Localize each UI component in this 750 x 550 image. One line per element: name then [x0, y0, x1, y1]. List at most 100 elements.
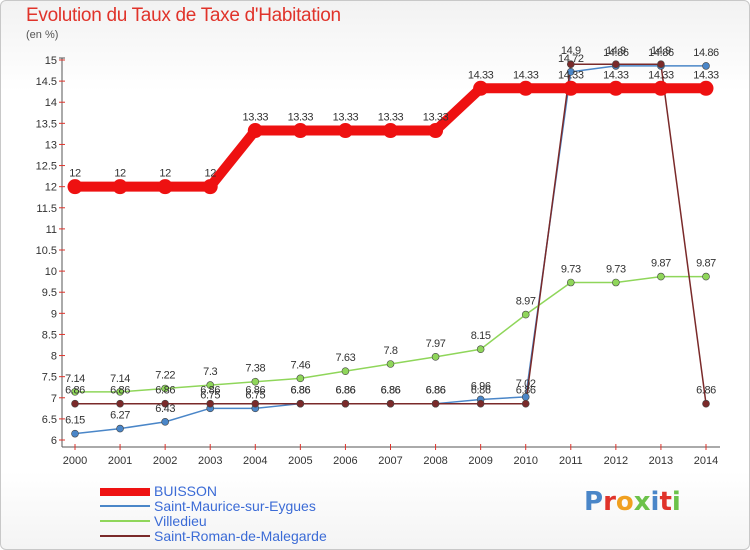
- data-point: [116, 399, 124, 408]
- data-label: 9.73: [561, 264, 581, 276]
- x-tick-label: 2010: [513, 455, 537, 467]
- data-point: [428, 123, 444, 139]
- data-point: [112, 179, 128, 195]
- data-label: 6.86: [290, 385, 310, 397]
- data-point: [702, 272, 710, 281]
- logo-letter: t: [659, 487, 672, 517]
- y-tick-label: 9: [51, 308, 57, 320]
- y-tick-label: 14: [45, 97, 57, 109]
- data-label: 13.33: [333, 112, 359, 124]
- legend-item-villedieu: Villedieu: [100, 514, 400, 529]
- y-tick-label: 10: [45, 266, 57, 278]
- x-tick-label: 2008: [423, 455, 447, 467]
- y-tick-label: 15: [45, 55, 57, 67]
- data-label: 7.97: [426, 338, 446, 350]
- x-tick-label: 2004: [243, 455, 267, 467]
- data-label: 9.87: [651, 258, 671, 270]
- y-tick-label: 12: [45, 182, 57, 194]
- data-label: 8.97: [516, 296, 536, 308]
- data-label: 13.33: [378, 112, 404, 124]
- data-label: 13.33: [288, 112, 314, 124]
- y-tick-label: 8.5: [42, 329, 57, 341]
- data-point: [473, 80, 489, 96]
- legend-item-buisson: BUISSON: [100, 484, 400, 499]
- data-label: 6.86: [426, 385, 446, 397]
- data-label: 7.22: [155, 369, 175, 381]
- y-tick-label: 7.5: [42, 372, 57, 384]
- data-label: 14.86: [693, 47, 719, 59]
- data-point: [431, 353, 440, 361]
- legend-label: Saint-Maurice-sur-Eygues: [154, 498, 316, 514]
- data-label: 6.86: [381, 385, 401, 397]
- data-point: [157, 179, 173, 195]
- data-label: 6.86: [65, 385, 85, 397]
- data-point: [702, 399, 710, 408]
- data-label: 9.73: [606, 264, 626, 276]
- data-point: [521, 310, 530, 319]
- data-label: 6.86: [516, 385, 536, 397]
- data-label: 6.75: [200, 389, 220, 401]
- data-point: [566, 60, 575, 69]
- data-point: [247, 123, 263, 139]
- data-point: [521, 399, 530, 408]
- data-point: [251, 399, 260, 408]
- x-tick-label: 2011: [559, 455, 583, 467]
- logo-letter: o: [615, 487, 634, 517]
- data-point: [431, 399, 440, 408]
- data-label: 14.86: [603, 47, 629, 59]
- data-label: 7.14: [110, 373, 130, 385]
- logo-letter: P: [584, 487, 604, 517]
- x-tick-label: 2002: [153, 455, 177, 467]
- data-label: 12: [114, 168, 126, 180]
- data-label: 6.86: [696, 385, 716, 397]
- data-label: 12: [159, 168, 171, 180]
- data-point: [657, 272, 665, 281]
- y-tick-label: 10.5: [36, 245, 57, 257]
- logo-letter: x: [633, 487, 651, 517]
- data-label: 14.33: [648, 69, 674, 81]
- data-label: 6.86: [200, 385, 220, 397]
- y-tick-label: 11: [46, 224, 57, 236]
- data-point: [161, 384, 169, 393]
- data-label: 6.15: [65, 415, 85, 427]
- data-point: [202, 179, 218, 195]
- data-label: 13.33: [243, 112, 269, 124]
- data-label: 12: [69, 168, 81, 180]
- x-tick-label: 2000: [63, 455, 87, 467]
- data-label: 14.33: [513, 69, 539, 81]
- data-label: 7.63: [336, 352, 356, 364]
- data-point: [116, 388, 124, 396]
- x-tick-label: 2003: [198, 455, 222, 467]
- logo-letter: i: [671, 487, 681, 517]
- data-label: 7.02: [516, 378, 536, 390]
- data-label: 14.86: [648, 47, 674, 59]
- y-tick-label: 13.5: [36, 118, 57, 130]
- data-label: 6.27: [110, 410, 130, 422]
- data-label: 6.86: [245, 385, 265, 397]
- data-label: 6.75: [245, 389, 265, 401]
- data-point: [71, 399, 79, 408]
- proxiti-logo: Proxiti: [584, 487, 681, 517]
- legend: BUISSON Saint-Maurice-sur-Eygues Villedi…: [100, 484, 400, 544]
- legend-item-saint-maurice: Saint-Maurice-sur-Eygues: [100, 499, 400, 514]
- data-label: 6.86: [155, 385, 175, 397]
- data-label: 7.3: [203, 366, 217, 378]
- x-tick-label: 2007: [378, 455, 402, 467]
- data-point: [206, 381, 215, 389]
- x-tick-label: 2006: [333, 455, 357, 467]
- data-label: 14.33: [693, 69, 719, 81]
- y-tick-label: 8: [51, 351, 57, 363]
- data-point: [341, 367, 350, 375]
- x-tick-label: 2012: [604, 455, 628, 467]
- data-point: [698, 80, 714, 96]
- data-point: [161, 399, 169, 408]
- y-tick-label: 13: [45, 139, 57, 151]
- data-label: 9.87: [696, 258, 716, 270]
- x-tick-label: 2001: [108, 455, 132, 467]
- chart-title: Evolution du Taux de Taxe d'Habitation: [26, 5, 341, 26]
- data-label: 6.86: [381, 385, 401, 397]
- data-point: [476, 399, 485, 408]
- legend-swatch: [100, 488, 150, 496]
- data-label: 7.46: [290, 359, 310, 371]
- logo-letter: r: [603, 487, 616, 517]
